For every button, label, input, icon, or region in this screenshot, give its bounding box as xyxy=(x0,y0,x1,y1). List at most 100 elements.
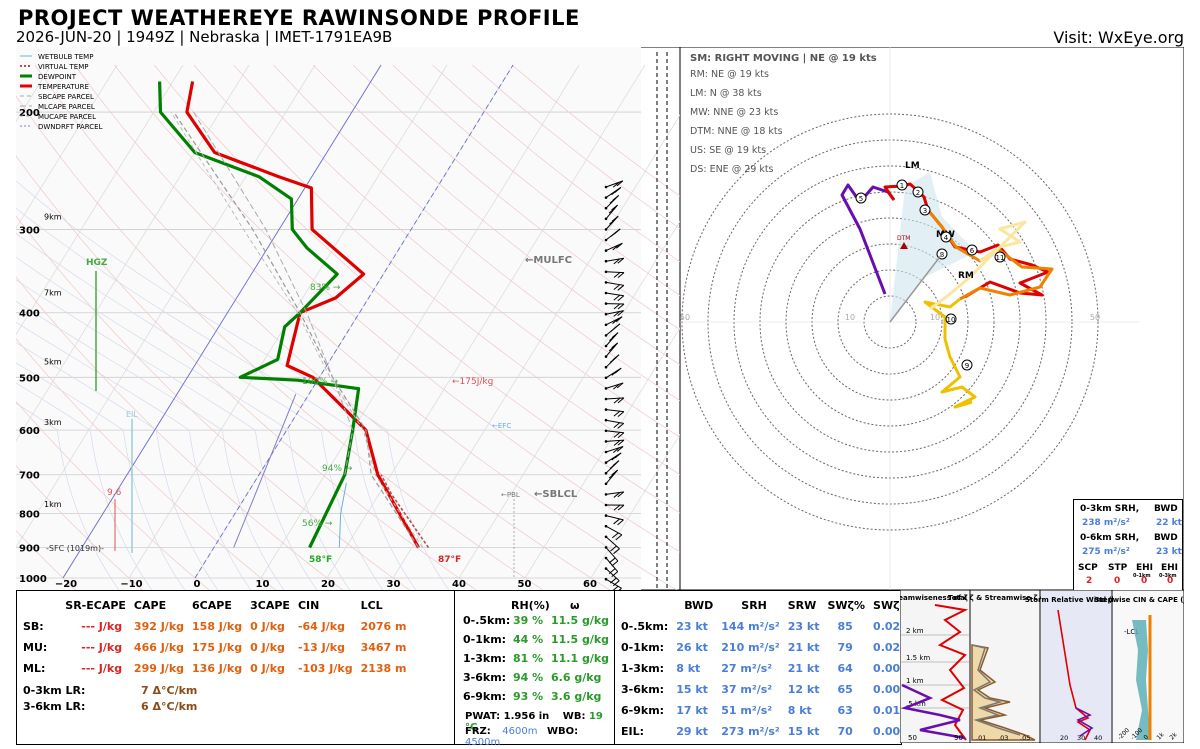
pressure-tick-label: 200 xyxy=(19,108,40,119)
cape6-value: 158 J/kg xyxy=(192,620,243,633)
wind-barb xyxy=(604,323,621,337)
lr03-value: 7 Δ°C/km xyxy=(141,684,198,697)
svg-text:1: 1 xyxy=(900,182,904,190)
rh-label-100: 100% → xyxy=(302,377,339,387)
lcl-value: 2138 m xyxy=(360,662,407,675)
storm-motion-line: MW: NNE @ 23 kts xyxy=(690,107,778,118)
hodo-ring-label: 10 xyxy=(845,313,855,322)
mixing-ratio-value: 11.5 g/kg xyxy=(551,633,610,646)
legend-label: MUCAPE PARCEL xyxy=(38,113,96,121)
mini-panel-4-title: Stepwise CIN & CAPE (J/kg) xyxy=(1094,596,1184,604)
legend-label: DEWPOINT xyxy=(38,73,77,81)
table-row: MU: --- J/kg 466 J/kg 175 J/kg 0 J/kg -1… xyxy=(19,637,411,658)
mini-panel-2-title: Total ζ & Streamwise ζ (/sec) xyxy=(948,594,1062,602)
wind-barb xyxy=(604,342,619,358)
mini-panel-2-tick: .03 xyxy=(998,734,1008,742)
srw-value: 23 kt xyxy=(787,620,820,633)
wind-barb xyxy=(604,577,622,590)
wind-barb xyxy=(604,535,620,555)
row-label: EIL: xyxy=(621,725,645,738)
storm-motion-line: US: SE @ 19 kts xyxy=(690,145,766,156)
visit-link[interactable]: Visit: WxEye.org xyxy=(1053,28,1184,47)
col-6cape: 6CAPE xyxy=(192,599,232,612)
mulfc-label: ←MULFC xyxy=(525,255,572,266)
wind-barb xyxy=(604,546,619,567)
table-row: 0-.5km: 23 kt 144 m²/s² 23 kt 85 0.027 xyxy=(617,616,912,637)
srh-value: 27 m²/s² xyxy=(721,662,773,675)
temp-tick-label: −20 xyxy=(55,579,77,590)
cin-value: -103 J/kg xyxy=(297,662,353,675)
swp-value: 65 xyxy=(837,683,853,696)
wind-barb xyxy=(604,460,620,475)
srw-value: 21 kt xyxy=(787,641,820,654)
srh-06-label: 0-6km SRH, xyxy=(1080,533,1140,543)
stp-label: STP xyxy=(1108,563,1128,573)
hodo-ring-label: 50 xyxy=(1090,313,1100,322)
svg-text:4: 4 xyxy=(944,234,949,242)
mini-panel-4-cin xyxy=(1132,620,1150,740)
sfc-dew-label: 58°F xyxy=(309,555,332,565)
col-srw: SRW xyxy=(787,599,817,612)
mini-panel-4-tick: 1k xyxy=(1155,731,1165,741)
srw-value: 21 kt xyxy=(787,662,820,675)
wb-value: 19 °C xyxy=(465,711,603,733)
mini-panels: Streamwiseness of ζ (%)2 km1.5 km1 km.5 … xyxy=(900,590,1184,743)
sounding-info: 2026-JUN-20 | 1949Z | Nebraska | IMET-17… xyxy=(16,28,393,46)
temp-tick-label: 60 xyxy=(583,579,597,590)
mini-panel-1-height-label: 1.5 km xyxy=(906,654,930,662)
skewt-panel: 200 300 400 500 600 700 800 900 1000 −20 −10 0 10 20… xyxy=(16,47,680,590)
moisture-layer-label: 1-3km: xyxy=(463,652,507,665)
wind-barb xyxy=(604,452,622,464)
table-row: 3-6km: 15 kt 37 m²/s² 12 kt 65 0.008 xyxy=(617,679,912,700)
wind-barb xyxy=(604,281,625,291)
mini-panel-1-tick: 90 xyxy=(954,734,963,742)
temp-tick-label: 40 xyxy=(452,579,466,590)
wind-barb xyxy=(604,204,618,221)
table-row: EIL: 29 kt 273 m²/s² 15 kt 70 0.009 xyxy=(617,721,912,742)
wind-barb xyxy=(604,429,625,439)
svg-text:9: 9 xyxy=(965,362,969,370)
height-tick-label: 3km xyxy=(44,418,62,427)
ecape-value: --- J/kg xyxy=(81,620,123,633)
page-title: PROJECT WEATHEREYE RAWINSONDE PROFILE xyxy=(18,6,580,30)
frz-label: FRZ: xyxy=(465,726,491,737)
wind-barb xyxy=(604,491,625,498)
sblcl-label: ←SBLCL xyxy=(534,489,578,500)
ecape-value: --- J/kg xyxy=(81,641,123,654)
temp-tick-label: 50 xyxy=(518,579,532,590)
storm-motion-vector xyxy=(889,253,943,323)
row-label: MU: xyxy=(23,641,48,654)
hodo-trace-yellow xyxy=(923,297,977,409)
pressure-tick-label: 1000 xyxy=(19,574,47,585)
skewt-legend: WETBULB TEMP VIRTUAL TEMP DEWPOINT TEMPERAT… xyxy=(20,53,103,131)
series-temperature xyxy=(185,81,420,549)
cape6-value: 136 J/kg xyxy=(192,662,243,675)
wind-barb xyxy=(604,439,625,446)
wind-barb xyxy=(604,408,625,417)
srh-value: 51 m²/s² xyxy=(721,704,773,717)
svg-text:5: 5 xyxy=(859,195,863,203)
wind-barb xyxy=(604,310,624,317)
eil-label: EIL xyxy=(126,410,138,419)
rh-label-94: 94% → xyxy=(322,464,353,474)
temp-tick-label: 30 xyxy=(387,579,401,590)
mini-panel-1-height-label: 2 km xyxy=(906,627,924,635)
mini-panel-2-streamwise xyxy=(971,644,1021,736)
dcape-label: ←175J/kg xyxy=(452,377,493,387)
srw-value: 8 kt xyxy=(787,704,812,717)
moisture-table: RH(%) ω 0-.5km: 39 % 11.5 g/kg 0-1km: 44 … xyxy=(454,590,616,748)
mini-panel-1-title: Streamwiseness of ζ (%) xyxy=(900,594,984,602)
bwd-06-value: 23 kt xyxy=(1156,547,1182,557)
col-cape: CAPE xyxy=(133,599,167,612)
mixing-ratio-value: 11.5 g/kg xyxy=(551,614,610,627)
pressure-tick-label: 900 xyxy=(19,543,40,554)
scp-label: SCP xyxy=(1078,563,1098,573)
legend-label: SBCAPE PARCEL xyxy=(38,93,94,101)
rh-label-56: 56% → xyxy=(302,519,333,529)
storm-motion-line: DTM: NNE @ 18 kts xyxy=(690,126,783,137)
col-3cape: 3CAPE xyxy=(250,599,290,612)
wind-barb xyxy=(604,257,625,265)
srh-03-value: 238 m²/s² xyxy=(1082,518,1130,528)
swp-value: 63 xyxy=(837,704,853,717)
srh-03-label: 0-3km SRH, xyxy=(1080,504,1140,514)
